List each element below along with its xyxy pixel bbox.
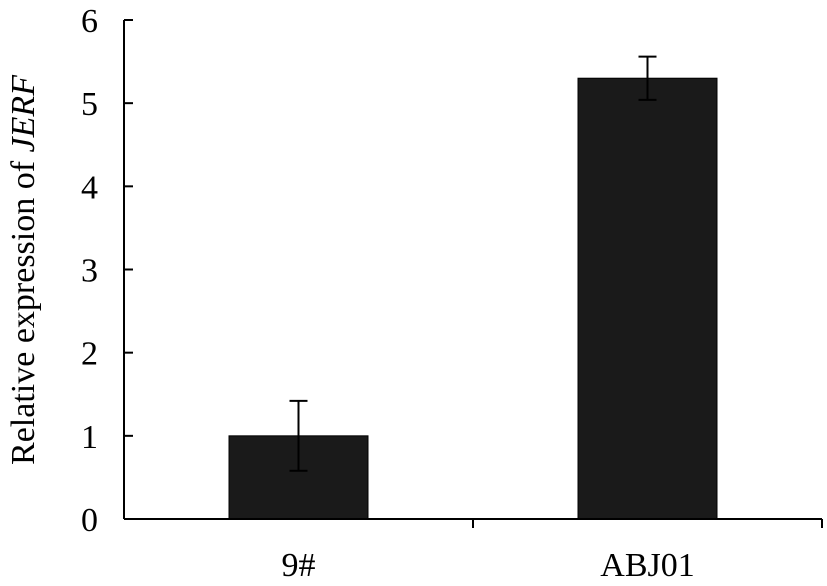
bars-group — [228, 77, 718, 520]
y-tick-label: 3 — [81, 253, 98, 290]
y-axis-title-prefix: Relative expression of — [5, 152, 42, 465]
y-tick-label: 0 — [81, 502, 98, 539]
y-tick-label: 4 — [81, 169, 98, 206]
bar-abj01 — [577, 77, 718, 520]
y-tick-label: 2 — [81, 336, 98, 373]
x-category-label: ABJ01 — [600, 547, 694, 584]
y-tick-label: 6 — [81, 3, 98, 40]
x-category-label: 9# — [282, 547, 316, 584]
error-bars-group — [289, 55, 657, 472]
x-ticks-group: 9# ABJ01 — [282, 519, 823, 584]
y-tick-label: 1 — [81, 419, 98, 456]
y-ticks-group: 0 1 2 3 4 5 6 — [81, 3, 133, 539]
y-axis-title-gene: JERF — [5, 74, 42, 153]
y-tick-label: 5 — [81, 86, 98, 123]
y-axis-title: Relative expression of JERF — [5, 74, 42, 465]
